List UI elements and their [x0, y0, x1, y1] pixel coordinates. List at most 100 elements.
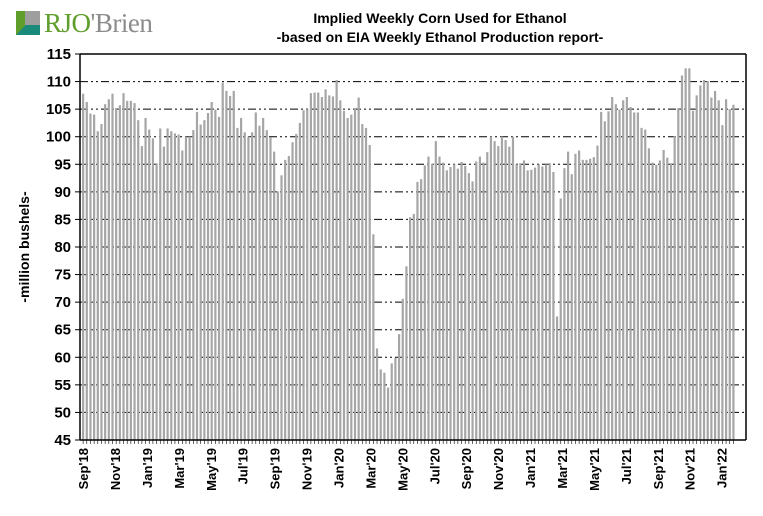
x-tick-label: Sep'18 [76, 448, 91, 489]
rjobrien-logo: RJO'Brien [16, 8, 153, 38]
bar [511, 136, 515, 440]
bar [129, 100, 132, 440]
bar [273, 151, 276, 441]
bar [368, 144, 371, 440]
bar [434, 141, 437, 440]
y-tick-label: 55 [54, 377, 71, 394]
x-tick-label: Sep'21 [651, 448, 666, 489]
bar [504, 140, 507, 440]
bar [309, 93, 313, 440]
bar [210, 101, 213, 440]
y-tick-label: 60 [54, 349, 71, 366]
bar [713, 90, 717, 441]
logo-text-brien: 'Brien [90, 8, 153, 38]
bar [133, 103, 136, 440]
bar [548, 163, 551, 440]
y-tick-label: 100 [46, 129, 71, 146]
x-tick-label: Mar'19 [172, 448, 187, 489]
bar [460, 162, 463, 440]
bar [420, 179, 423, 440]
bar [486, 152, 489, 440]
bar [592, 157, 595, 441]
bar [298, 122, 301, 440]
bar [148, 129, 151, 440]
bar [221, 82, 224, 440]
bar [541, 166, 544, 440]
bar [666, 157, 669, 440]
bar [306, 109, 309, 441]
bar [166, 128, 169, 440]
bar [658, 160, 662, 440]
bar [589, 158, 592, 440]
x-tick-label: Jul'20 [427, 448, 442, 484]
y-tick-label: 115 [47, 46, 71, 63]
bar [651, 162, 654, 441]
bar [724, 99, 728, 441]
bar [717, 100, 720, 440]
bar [680, 75, 684, 441]
x-tick-label: Jul'21 [619, 448, 634, 484]
bar [372, 234, 375, 440]
chart-subtitle: -based on EIA Weekly Ethanol Production … [276, 29, 604, 45]
bar [232, 90, 235, 441]
bar [537, 164, 540, 441]
bar [111, 93, 114, 441]
bar [144, 117, 147, 441]
bar [239, 117, 243, 441]
x-tick-label: Nov'19 [300, 448, 315, 490]
bar [482, 162, 485, 441]
bar [188, 136, 191, 440]
bar [199, 124, 202, 440]
bar [302, 110, 305, 440]
bar [276, 191, 279, 440]
y-tick-label: 110 [47, 74, 71, 91]
bar [710, 97, 713, 440]
bar [177, 134, 180, 440]
bar [702, 79, 706, 440]
x-tick-label: Jan'20 [332, 448, 347, 488]
bar [339, 100, 342, 440]
bar [159, 128, 162, 440]
bar [497, 146, 500, 441]
bar [331, 96, 335, 441]
bar [100, 124, 103, 440]
bar [85, 101, 88, 440]
bar [526, 170, 529, 440]
bar [284, 159, 287, 441]
x-tick-label: May'21 [587, 448, 602, 491]
y-tick-label: 70 [54, 294, 71, 311]
bar [522, 160, 526, 440]
bar [353, 108, 357, 440]
bar [423, 165, 426, 441]
bar [691, 110, 695, 440]
bar [206, 113, 210, 440]
y-tick-label: 90 [54, 184, 71, 201]
bar [93, 114, 96, 441]
bar [600, 111, 603, 441]
bar [427, 156, 430, 440]
x-tick-label: Sep'19 [268, 448, 283, 489]
bar [251, 132, 254, 440]
bar [122, 93, 125, 440]
bar [699, 85, 702, 440]
bar [574, 153, 577, 440]
x-tick-label: Nov'21 [683, 448, 698, 490]
bar [677, 108, 680, 440]
bar [350, 114, 353, 441]
bar [644, 129, 647, 440]
bar [728, 109, 731, 441]
bar [262, 117, 265, 441]
bar [236, 127, 239, 441]
bar [115, 108, 118, 440]
bar [721, 125, 724, 441]
bar [636, 112, 640, 441]
y-tick-label: 105 [46, 101, 71, 118]
bar [695, 95, 698, 440]
bar [732, 104, 735, 440]
bar [555, 316, 559, 440]
bar [566, 151, 570, 441]
bar [533, 167, 537, 440]
y-tick-label: 75 [54, 267, 71, 284]
